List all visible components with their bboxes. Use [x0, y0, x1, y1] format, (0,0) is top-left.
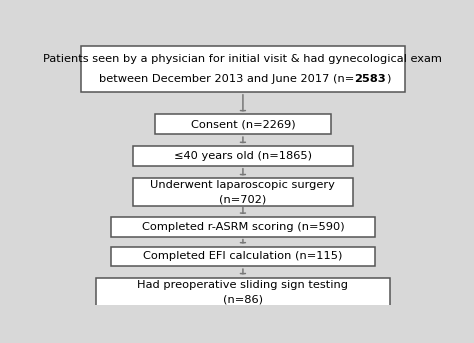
Text: ≤40 years old (n=1865): ≤40 years old (n=1865) — [174, 151, 312, 161]
FancyBboxPatch shape — [133, 178, 353, 206]
FancyBboxPatch shape — [96, 277, 390, 307]
FancyBboxPatch shape — [110, 217, 375, 237]
Text: between December 2013 and June 2017 (n=: between December 2013 and June 2017 (n= — [99, 74, 354, 84]
Text: Had preoperative sliding sign testing
(n=86): Had preoperative sliding sign testing (n… — [137, 280, 348, 304]
Text: Patients seen by a physician for initial visit & had gynecological exam: Patients seen by a physician for initial… — [44, 54, 442, 64]
Text: Completed EFI calculation (n=115): Completed EFI calculation (n=115) — [143, 251, 343, 261]
FancyBboxPatch shape — [110, 247, 375, 266]
Text: ): ) — [241, 74, 245, 84]
Text: ): ) — [386, 74, 390, 84]
Text: between December 2013 and June 2017 (n=: between December 2013 and June 2017 (n= — [115, 74, 371, 84]
Text: 2583: 2583 — [227, 74, 259, 84]
Text: between December 2013 and June 2017 (n=2583): between December 2013 and June 2017 (n=2… — [99, 74, 387, 84]
Text: Consent (n=2269): Consent (n=2269) — [191, 119, 295, 129]
Text: 2583: 2583 — [354, 74, 386, 84]
Text: Underwent laparoscopic surgery
(n=702): Underwent laparoscopic surgery (n=702) — [150, 180, 336, 204]
FancyBboxPatch shape — [133, 146, 353, 166]
FancyBboxPatch shape — [82, 46, 405, 92]
Text: Completed r-ASRM scoring (n=590): Completed r-ASRM scoring (n=590) — [142, 222, 344, 232]
FancyBboxPatch shape — [155, 115, 331, 134]
